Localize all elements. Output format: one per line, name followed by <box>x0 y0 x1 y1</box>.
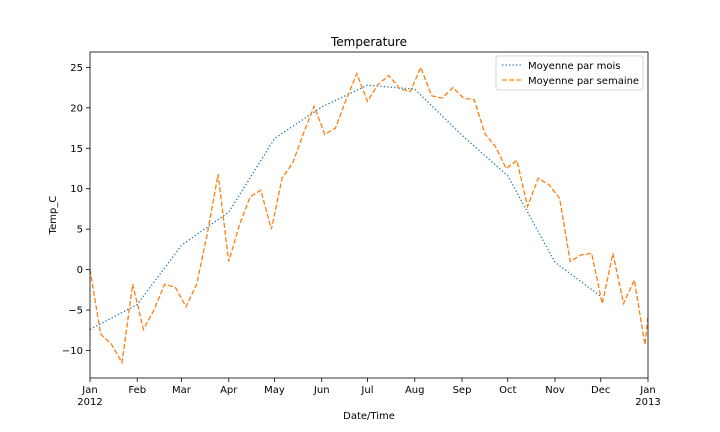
x-tick-label: Jan <box>81 385 97 396</box>
y-tick-label: 20 <box>70 103 83 114</box>
y-tick-label: −10 <box>62 346 83 357</box>
x-tick-label: Aug <box>405 385 425 396</box>
x-tick-label: Dec <box>591 385 610 396</box>
y-tick-label: 10 <box>70 184 83 195</box>
y-axis-label: Temp_C <box>48 196 59 236</box>
y-tick-label: −5 <box>68 306 83 317</box>
x-tick-label: Jan <box>639 385 655 396</box>
legend-label-monthly: Moyenne par mois <box>528 61 620 72</box>
x-tick-label: Oct <box>499 385 516 396</box>
series-lines <box>89 65 649 365</box>
series-line-monthly <box>89 84 602 331</box>
series-line-weekly <box>89 65 649 365</box>
x-axis-label: Date/Time <box>343 411 395 422</box>
x-tick-label: May <box>264 385 285 396</box>
x-tick-label: Mar <box>172 385 192 396</box>
legend-label-weekly: Moyenne par semaine <box>528 76 639 87</box>
chart-title: Temperature <box>330 35 407 49</box>
y-tick-label: 25 <box>70 63 83 74</box>
x-tick-label: Apr <box>220 385 238 396</box>
legend-box <box>495 55 644 91</box>
plot-area-frame <box>89 51 649 379</box>
x-tick-label: Sep <box>453 385 472 396</box>
x-tick-label: Jul <box>360 385 373 396</box>
x-tick-label: Feb <box>128 385 146 396</box>
x-tick-label: Nov <box>545 385 565 396</box>
legend: Moyenne par mois Moyenne par semaine <box>495 55 644 91</box>
x-tick-year-label: 2012 <box>77 397 102 408</box>
x-tick-year-label: 2013 <box>635 397 660 408</box>
x-tick-label: Jun <box>313 385 330 396</box>
y-tick-label: 0 <box>77 265 83 276</box>
y-tick-label: 15 <box>70 144 83 155</box>
y-tick-label: 5 <box>77 225 83 236</box>
